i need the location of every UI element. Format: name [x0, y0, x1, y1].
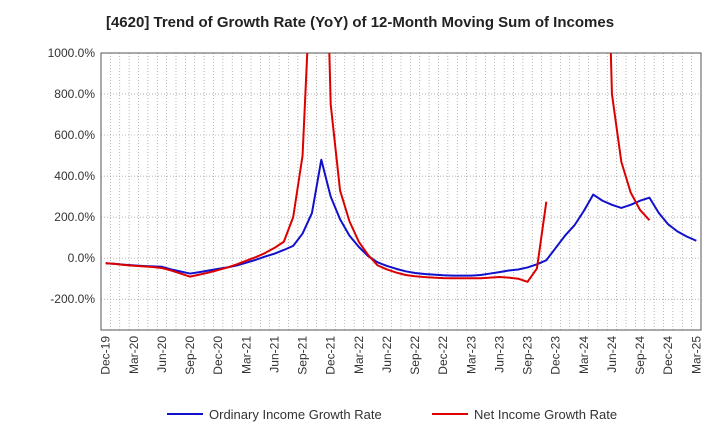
x-tick-label: Mar-20: [127, 336, 141, 374]
x-tick-label: Jun-24: [605, 336, 619, 373]
x-tick-label: Mar-25: [689, 336, 703, 374]
x-tick-label: Mar-24: [577, 336, 591, 374]
x-tick-label: Jun-23: [492, 336, 506, 373]
x-tick-label: Sep-23: [521, 336, 535, 375]
chart-title: [4620] Trend of Growth Rate (YoY) of 12-…: [105, 14, 615, 31]
axis-layer: -200.0% 0.0% 200.0% 400.0% 600.0% 800.0% 1000.…: [48, 46, 704, 375]
y-tick-label: 1000.0%: [48, 46, 96, 60]
x-tick-label: Sep-22: [408, 336, 422, 375]
x-tick-label: Dec-24: [661, 336, 675, 375]
y-tick-label: 400.0%: [54, 169, 95, 183]
x-tick-label: Mar-21: [239, 336, 253, 374]
series-line: [105, 53, 548, 283]
series-line: [609, 53, 651, 221]
plot-border: [100, 52, 702, 331]
y-tick-label: 200.0%: [54, 210, 95, 224]
series-line: [105, 158, 697, 277]
y-tick-label: 800.0%: [54, 87, 95, 101]
x-tick-label: Jun-21: [267, 336, 281, 373]
x-tick-label: Dec-23: [549, 336, 563, 375]
x-tick-label: Dec-19: [99, 336, 113, 375]
x-tick-label: Mar-23: [464, 336, 478, 374]
y-tick-label: -200.0%: [50, 292, 95, 306]
y-tick-label: 0.0%: [68, 251, 96, 265]
legend: Ordinary Income Growth Rate Net Income Gr…: [167, 407, 617, 422]
x-tick-label: Dec-21: [324, 336, 338, 375]
x-tick-label: Jun-20: [155, 336, 169, 373]
x-tick-label: Sep-24: [633, 336, 647, 375]
grid-layer: [100, 52, 702, 330]
x-tick-label: Dec-22: [436, 336, 450, 375]
series-layer: [105, 53, 697, 283]
x-tick-label: Jun-22: [380, 336, 394, 373]
x-tick-label: Mar-22: [352, 336, 366, 374]
legend-label: Net Income Growth Rate: [474, 407, 617, 422]
x-tick-label: Sep-20: [183, 336, 197, 375]
legend-label: Ordinary Income Growth Rate: [209, 407, 382, 422]
x-tick-label: Dec-20: [211, 336, 225, 375]
y-tick-label: 600.0%: [54, 128, 95, 142]
x-tick-label: Sep-21: [296, 336, 310, 375]
